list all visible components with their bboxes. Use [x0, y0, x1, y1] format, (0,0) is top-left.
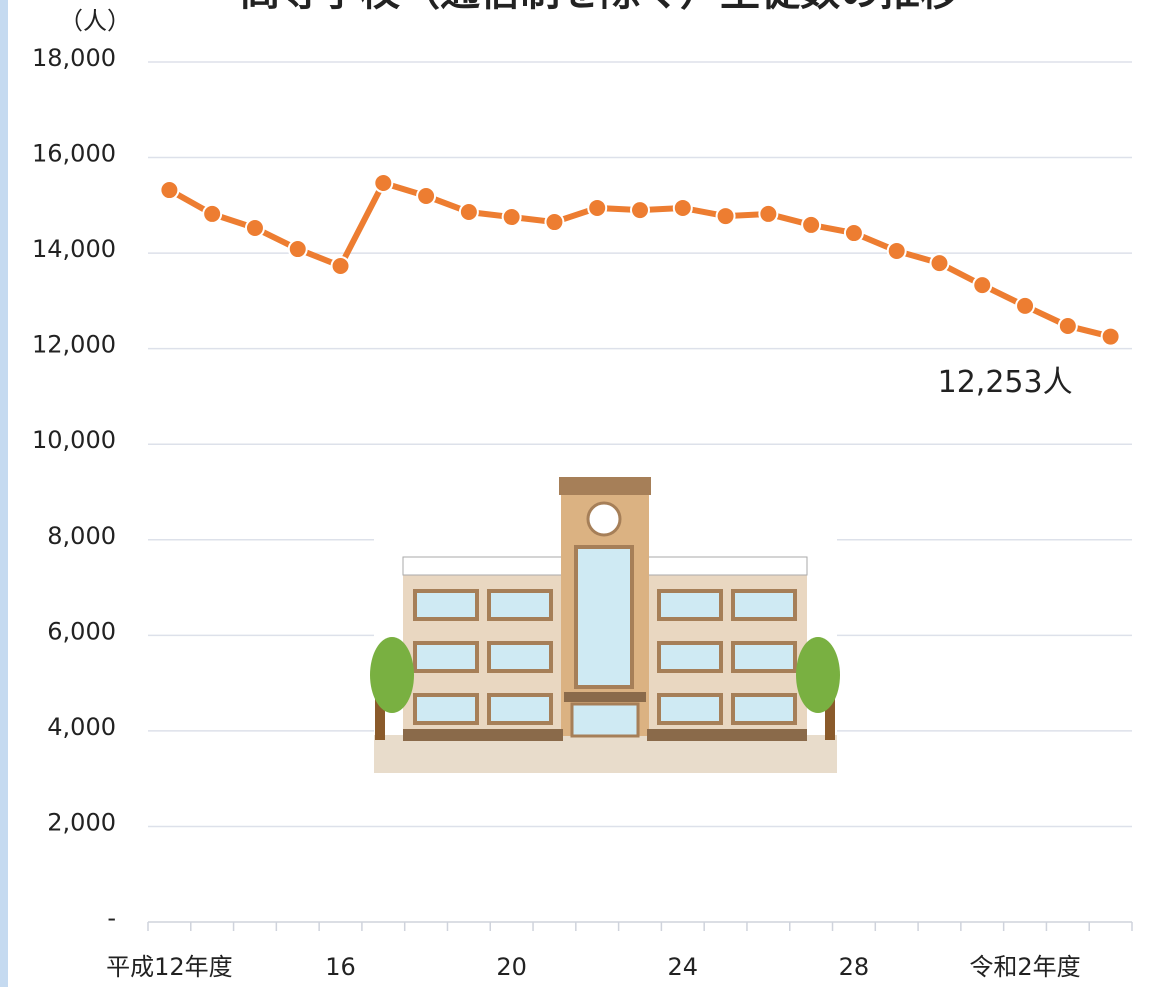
point: [160, 181, 178, 199]
point: [888, 242, 906, 260]
point: [802, 216, 820, 234]
data-label: 12,253人: [938, 365, 1073, 400]
x-tick-label: 平成12年度: [106, 953, 233, 981]
point: [973, 276, 991, 294]
y-tick-label: 14,000: [32, 235, 116, 263]
y-tick-label: 18,000: [32, 44, 116, 72]
point: [203, 205, 221, 223]
y-tick-label: 10,000: [32, 426, 116, 454]
plot: 12,253人: [160, 174, 1119, 400]
x-tick-label: 24: [668, 953, 699, 981]
point: [246, 219, 264, 237]
point: [674, 199, 692, 217]
point: [503, 208, 521, 226]
y-tick-label: 16,000: [32, 140, 116, 168]
y-tick-label: 4,000: [47, 713, 116, 741]
point: [289, 240, 307, 258]
y-tick-label: 2,000: [47, 808, 116, 836]
point: [631, 201, 649, 219]
page: {"chart_data": {"type": "line", "title":…: [0, 0, 1150, 987]
point: [417, 187, 435, 205]
point: [545, 213, 563, 231]
x-tick-label: 令和2年度: [969, 953, 1080, 981]
y-tick-label: 8,000: [47, 522, 116, 550]
x-tick-label: 28: [839, 953, 870, 981]
point: [1059, 317, 1077, 335]
y-unit: （人）: [59, 7, 131, 35]
chart-title: 高等学校（通信制を除く）生徒数の推移: [240, 0, 960, 15]
point: [460, 203, 478, 221]
point: [588, 199, 606, 217]
point: [374, 174, 392, 192]
point: [1016, 297, 1034, 315]
side-strip: [0, 0, 8, 987]
y-tick-label: -: [107, 904, 116, 932]
y-tick-label: 12,000: [32, 331, 116, 359]
point: [845, 224, 863, 242]
point: [930, 254, 948, 272]
chart: 高等学校（通信制を除く）生徒数の推移 （人） 12,253人 - 2,000 4,0…: [0, 0, 1150, 987]
point: [717, 207, 735, 225]
y-tick-label: 6,000: [47, 617, 116, 645]
x-tick-label: 20: [496, 953, 527, 981]
point: [332, 257, 350, 275]
school-illustration: [370, 477, 840, 773]
x-tick-label: 16: [325, 953, 356, 981]
point: [1102, 328, 1120, 346]
point: [759, 205, 777, 223]
